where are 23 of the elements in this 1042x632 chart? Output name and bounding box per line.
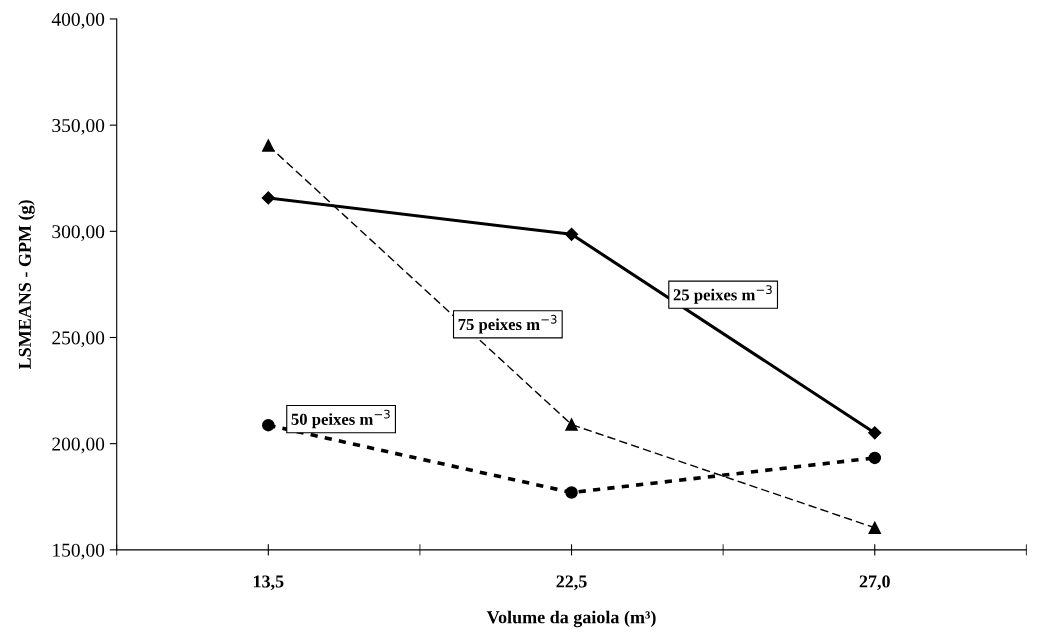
x-tick-label: 22,5: [556, 575, 587, 591]
y-tick-label: 350,00: [52, 118, 105, 135]
y-tick-label: 300,00: [52, 225, 105, 242]
point: [261, 191, 275, 205]
point: [868, 521, 882, 535]
point: [262, 139, 275, 152]
y-tick-label: 250,00: [52, 331, 105, 348]
point: [262, 418, 275, 432]
y-axis-title: LSMEANS - GPM (g): [18, 200, 35, 370]
x-tick-label: 27,0: [859, 575, 890, 591]
x-axis-title: Volume da gaiola (m³): [486, 610, 656, 628]
point: [868, 451, 882, 465]
x-tick-label: 13,5: [253, 575, 284, 591]
point: [565, 418, 578, 431]
series-label: 50 peixes m$^{−3}$: [291, 409, 390, 429]
y-tick-label: 400,00: [51, 12, 105, 29]
y-tick-label: 150,00: [53, 543, 105, 560]
series-label: 75 peixes m$^{−3}$: [458, 314, 557, 334]
point: [565, 486, 578, 499]
y-tick-label: 200,00: [52, 437, 105, 454]
point: [868, 426, 882, 440]
point: [564, 227, 579, 241]
series-label: 25 peixes m$^{−3}$: [673, 285, 772, 304]
